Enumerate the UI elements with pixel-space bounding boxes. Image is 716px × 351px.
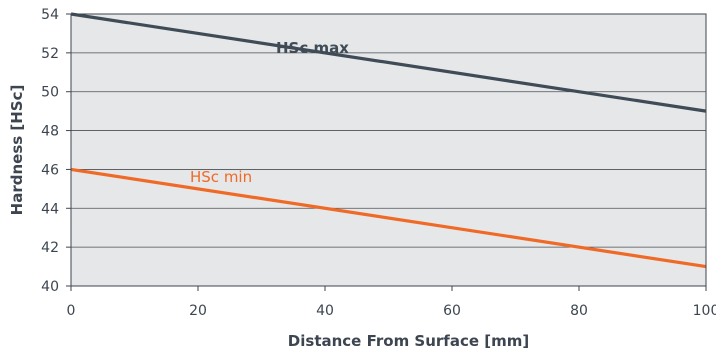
y-tick-label: 52 (41, 46, 59, 62)
y-tick-label: 40 (41, 279, 59, 295)
axes (66, 13, 707, 291)
x-tick-label: 20 (189, 303, 207, 319)
series-line (70, 12, 707, 113)
series-label: HSc min (190, 168, 252, 186)
tick-labels: 54 52 50 48 46 44 42 40 0 20 40 60 80 100 (41, 7, 716, 319)
x-tick-label: 80 (570, 303, 588, 319)
x-tick-label: 0 (67, 303, 76, 319)
x-tick-label: 40 (316, 303, 334, 319)
series-label: HSc max (276, 39, 349, 57)
grid-lines (71, 52, 706, 248)
x-tick-label: 100 (693, 303, 716, 319)
x-tick-label: 60 (443, 303, 461, 319)
y-tick-label: 44 (41, 201, 59, 217)
series-line (70, 167, 707, 269)
plot-area (71, 14, 706, 286)
y-tick-label: 42 (41, 240, 59, 256)
y-tick-label: 46 (41, 162, 59, 178)
series-labels: HSc max HSc min (190, 39, 349, 186)
x-axis-title: Distance From Surface [mm] (288, 332, 529, 350)
y-tick-label: 54 (41, 7, 59, 23)
series-lines (70, 12, 707, 269)
plot-frame (70, 13, 707, 287)
y-tick-label: 48 (41, 124, 59, 140)
y-axis-title: Hardness [HSc] (8, 85, 26, 216)
y-tick-label: 50 (41, 85, 59, 101)
